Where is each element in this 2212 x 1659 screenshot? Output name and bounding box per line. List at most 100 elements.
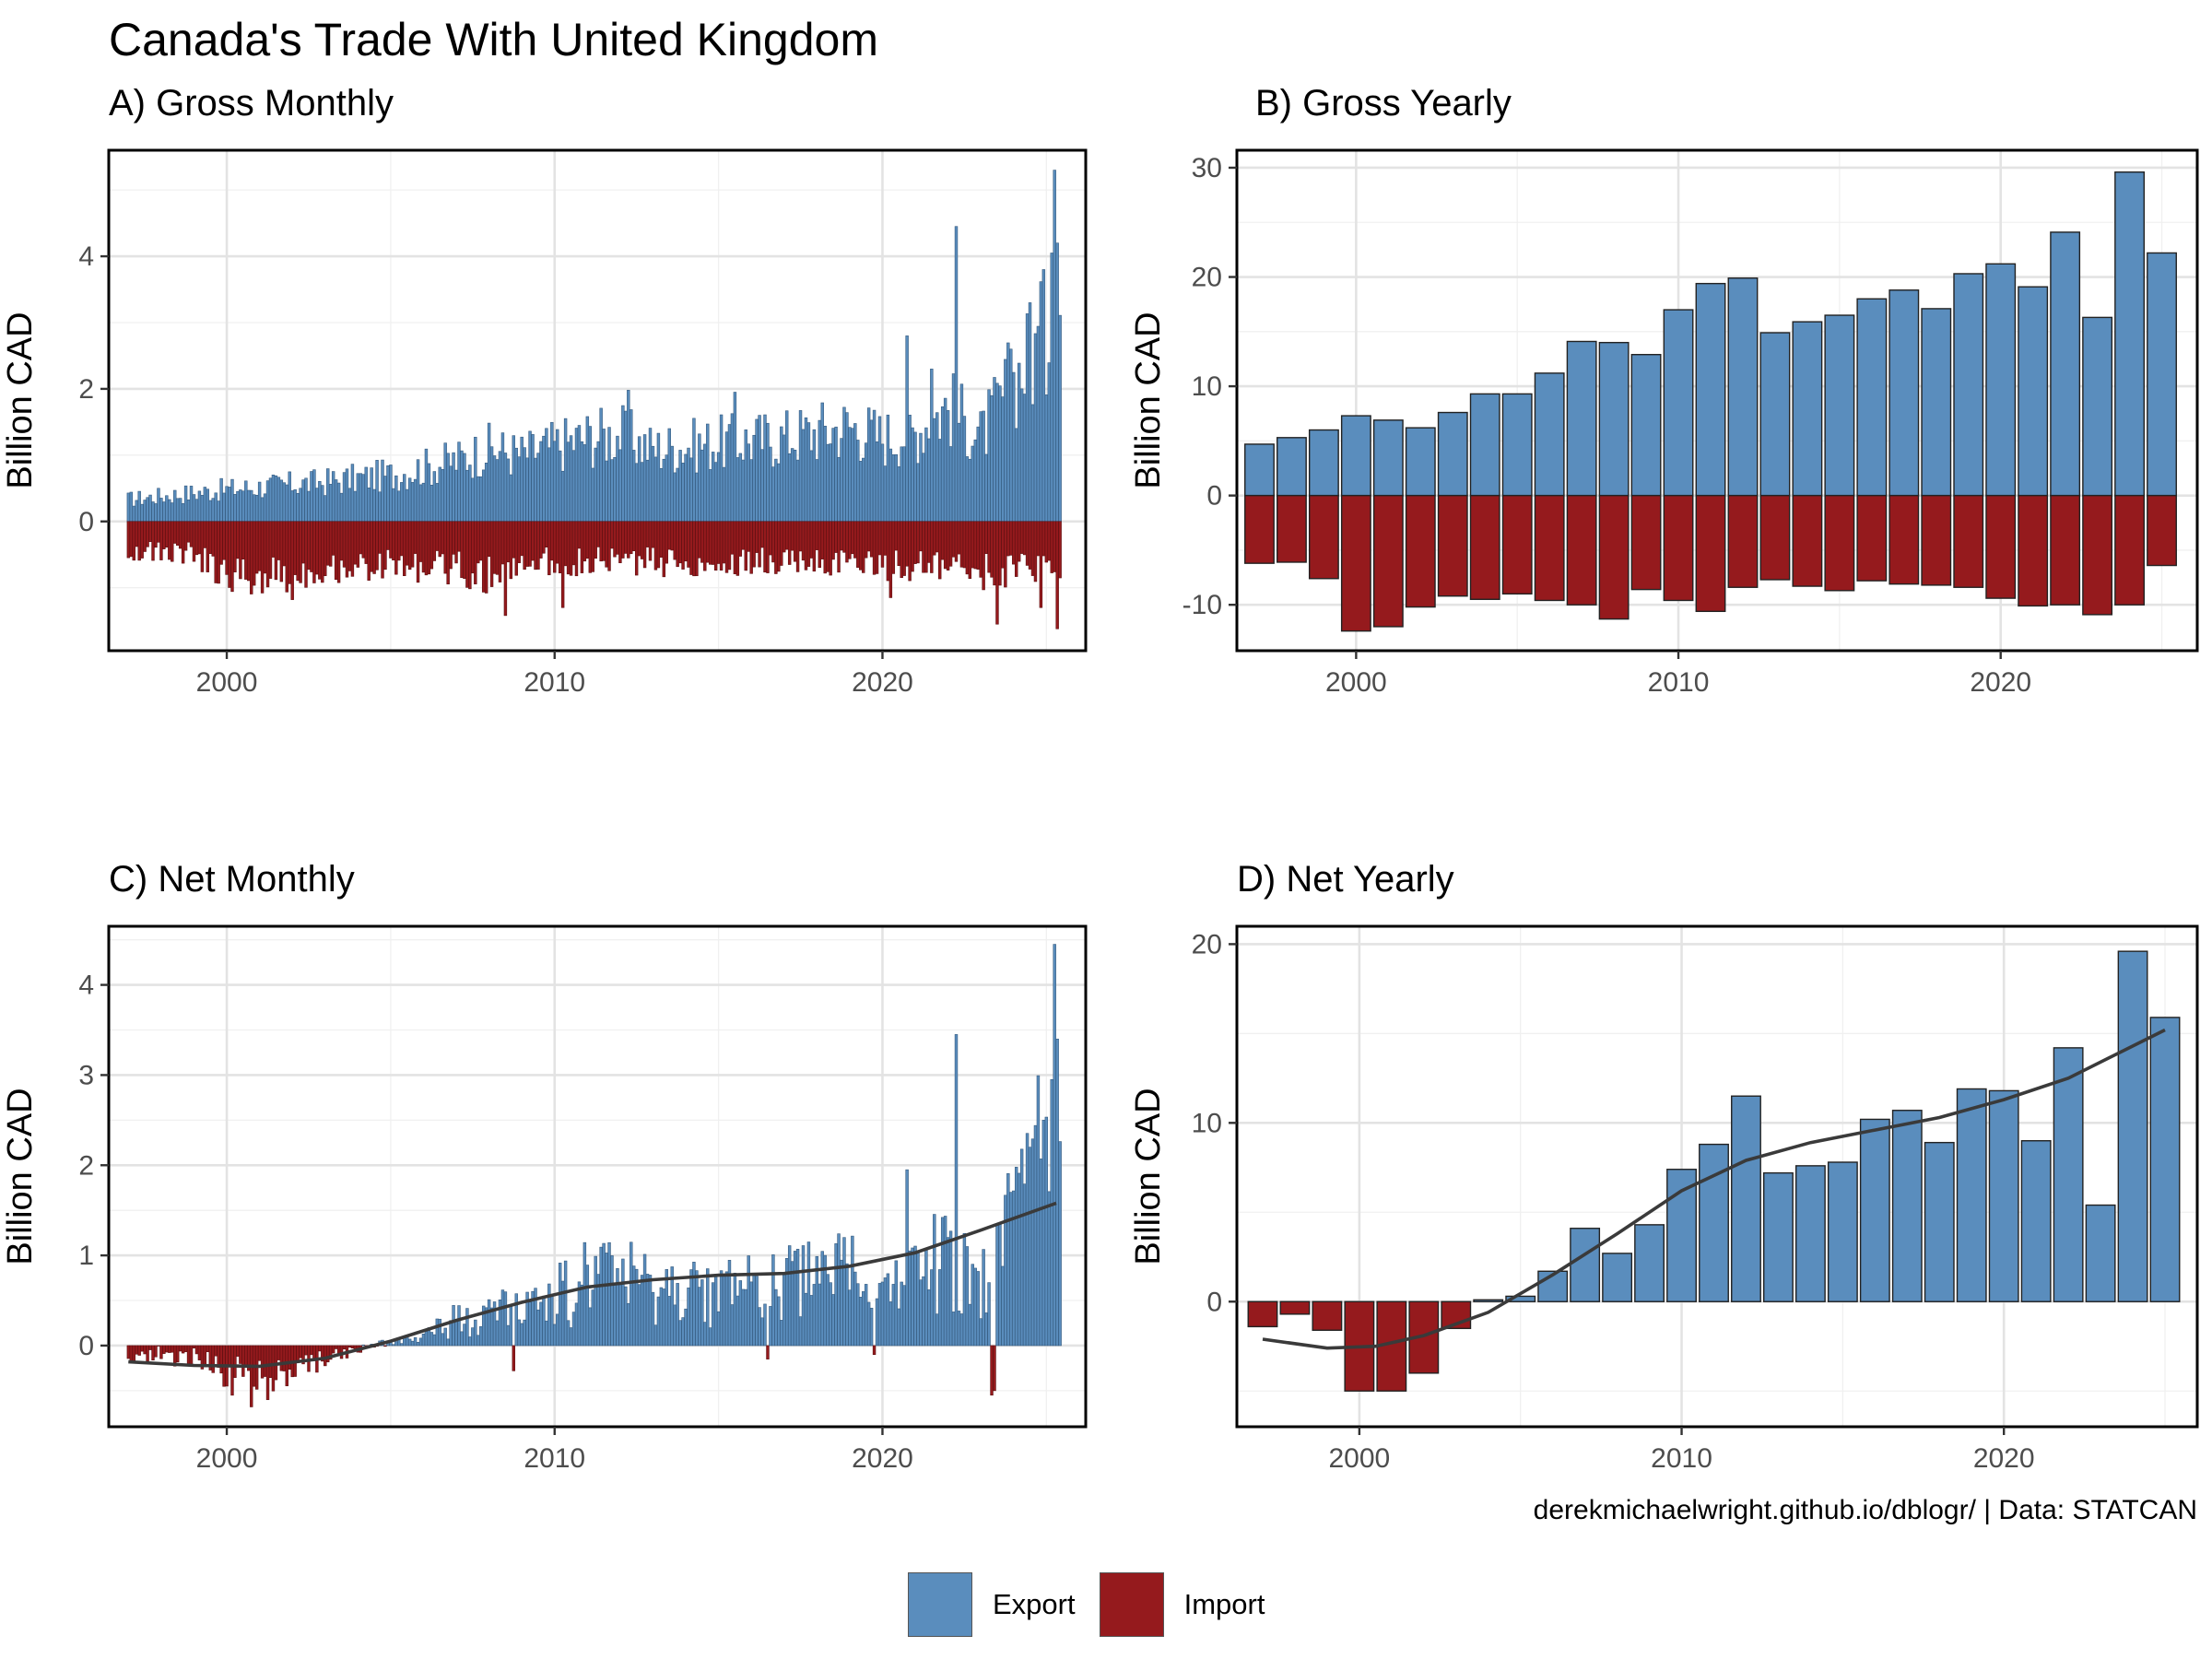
net-export-bar <box>418 1337 423 1347</box>
net-import-bar <box>1312 1300 1343 1331</box>
import-bar <box>610 521 614 549</box>
net-export-bar <box>463 1324 466 1347</box>
net-export-bar <box>509 1305 513 1347</box>
net-export-bar <box>1891 1110 1923 1302</box>
import-bar <box>1033 521 1038 582</box>
net-export-bar <box>809 1295 814 1347</box>
y-axis-label: Billion CAD <box>1 312 40 488</box>
export-bar <box>181 503 185 523</box>
net-import-bar <box>154 1345 158 1358</box>
net-export-bar <box>1009 1192 1013 1347</box>
import-bar <box>484 521 488 594</box>
net-export-bar <box>1731 1095 1761 1302</box>
export-bar <box>449 465 453 523</box>
import-bar <box>823 521 827 574</box>
net-export-bar <box>506 1324 511 1347</box>
export-bar <box>613 456 617 523</box>
net-export-bar <box>684 1308 688 1347</box>
export-bar <box>1033 333 1038 523</box>
import-bar <box>607 521 611 571</box>
export-bar <box>418 484 423 523</box>
import-bar <box>403 521 406 577</box>
net-export-bar <box>689 1269 693 1347</box>
import-bar <box>345 521 349 578</box>
import-bar <box>869 521 874 558</box>
export-bar <box>2082 316 2113 497</box>
net-export-bar <box>703 1322 707 1347</box>
import-bar <box>465 521 469 588</box>
import-bar <box>613 521 617 558</box>
export-bar <box>651 445 655 523</box>
import-bar <box>755 521 759 553</box>
import-bar <box>400 521 404 557</box>
export-bar <box>806 422 811 523</box>
net-export-bar <box>709 1327 712 1347</box>
export-bar <box>837 456 841 523</box>
export-bar <box>328 484 333 523</box>
net-export-bar <box>545 1320 548 1347</box>
import-bar <box>225 521 229 575</box>
import-bar <box>662 521 666 578</box>
import-bar <box>299 521 302 583</box>
export-bar <box>435 483 440 523</box>
import-bar <box>571 521 576 566</box>
export-bar <box>607 427 611 523</box>
x-tick-label: 2010 <box>524 1443 585 1474</box>
export-bar <box>265 480 270 523</box>
net-import-bar <box>168 1345 171 1353</box>
net-export-bar <box>982 1249 985 1347</box>
net-export-bar <box>692 1262 696 1347</box>
net-export-bar <box>1004 1194 1007 1347</box>
import-bar <box>1004 521 1007 588</box>
import-bar <box>222 521 226 560</box>
export-bar <box>230 478 234 523</box>
export-bar <box>558 450 562 523</box>
import-bar <box>692 521 696 577</box>
export-bar <box>924 427 928 523</box>
export-bar <box>260 497 265 523</box>
import-bar <box>217 521 220 584</box>
export-bar <box>381 459 384 523</box>
export-bar <box>135 500 138 523</box>
net-export-bar <box>542 1295 546 1347</box>
net-export-bar <box>769 1306 772 1347</box>
import-bar <box>851 521 854 555</box>
net-export-bar <box>848 1289 852 1347</box>
export-bar <box>477 476 480 523</box>
export-bar <box>979 411 982 523</box>
import-bar <box>766 521 770 573</box>
net-export-bar <box>959 1313 964 1347</box>
caption: derekmichaelwright.github.io/dblogr/ | D… <box>1533 1495 2197 1525</box>
export-bar <box>178 498 182 523</box>
import-bar <box>350 521 355 577</box>
import-bar <box>2018 494 2049 607</box>
export-bar <box>1058 314 1062 523</box>
export-bar <box>1050 253 1053 523</box>
export-bar <box>347 488 352 523</box>
y-tick-label: 20 <box>1192 929 1222 959</box>
export-bar <box>556 429 559 523</box>
export-bar <box>183 485 188 523</box>
export-bar <box>162 501 166 523</box>
export-bar <box>1501 393 1533 497</box>
import-bar <box>984 521 988 554</box>
chart-marks <box>1247 950 2181 1392</box>
import-bar <box>154 521 158 548</box>
import-bar <box>973 521 977 570</box>
export-bar <box>438 466 441 523</box>
import-bar <box>1921 494 1952 586</box>
export-bar <box>826 443 830 523</box>
import-bar <box>735 521 740 576</box>
net-export-bar <box>875 1298 879 1347</box>
import-bar <box>296 521 300 582</box>
import-bar <box>1469 494 1500 600</box>
net-export-bar <box>607 1241 611 1347</box>
net-export-bar <box>569 1327 573 1347</box>
export-bar <box>919 432 923 523</box>
import-bar <box>457 521 461 552</box>
net-export-bar <box>853 1271 857 1347</box>
net-export-bar <box>687 1288 690 1347</box>
import-bar <box>1022 521 1027 556</box>
export-bar <box>1437 411 1468 497</box>
import-bar <box>285 521 288 593</box>
